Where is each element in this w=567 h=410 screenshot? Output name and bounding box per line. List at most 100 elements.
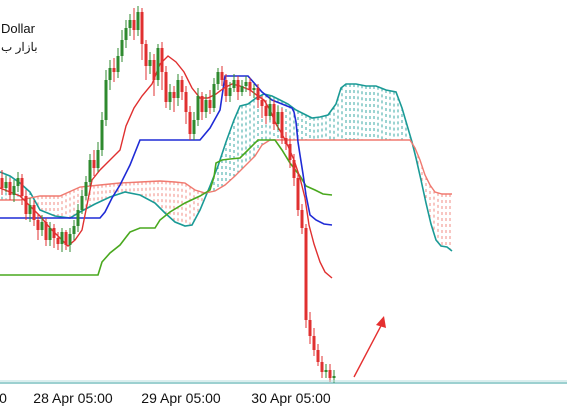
- candle-body: [232, 80, 236, 88]
- candle-body: [24, 196, 28, 214]
- candle-body: [320, 362, 324, 372]
- candle-body: [80, 196, 84, 210]
- arrow-head: [376, 316, 386, 328]
- candle-body: [220, 72, 224, 80]
- candle-body: [140, 12, 144, 44]
- candle-body: [248, 82, 252, 90]
- candle-body: [224, 80, 228, 96]
- candle-body: [184, 92, 188, 112]
- candle-body: [0, 178, 4, 188]
- kijun-sen-line: [0, 75, 333, 226]
- candle-body: [144, 44, 148, 66]
- candle-body: [228, 88, 232, 96]
- candle-body: [304, 228, 308, 320]
- candle-body: [132, 20, 136, 30]
- arrow-shaft: [353, 321, 384, 378]
- candle-body: [328, 370, 332, 378]
- candle-body: [276, 112, 280, 124]
- candle-body: [324, 370, 328, 372]
- candle-body: [56, 238, 60, 244]
- candle-body: [88, 160, 92, 182]
- candle-body: [16, 178, 20, 186]
- candle-body: [68, 234, 72, 245]
- candle-body: [32, 205, 36, 220]
- candle-body: [176, 80, 180, 98]
- candle-body: [180, 80, 184, 92]
- candle-body: [76, 210, 80, 226]
- annotations: [0, 316, 567, 384]
- candle-body: [44, 222, 48, 240]
- candle-body: [72, 226, 76, 234]
- candle-body: [212, 84, 216, 108]
- candle-body: [192, 120, 196, 134]
- candle-body: [216, 72, 220, 84]
- x-tick-label: 29 Apr 05:00: [141, 390, 221, 406]
- candle-body: [96, 150, 100, 168]
- candle-body: [8, 182, 12, 195]
- candle-body: [172, 92, 176, 98]
- candle-body: [272, 104, 276, 124]
- candle-body: [332, 376, 336, 378]
- candle-body: [148, 60, 152, 66]
- x-tick-label: 28 Apr 05:00: [33, 390, 113, 406]
- candle-body: [252, 88, 256, 90]
- candle-body: [196, 96, 200, 120]
- candle-body: [136, 12, 140, 30]
- candle-body: [156, 48, 160, 80]
- candle-body: [64, 232, 68, 245]
- candle-body: [292, 160, 296, 178]
- candle-body: [128, 20, 132, 28]
- chart-title: Dollar: [1, 21, 35, 36]
- candle-body: [164, 72, 168, 102]
- candle-body: [60, 232, 64, 244]
- candle-body: [40, 222, 44, 230]
- candle-body: [28, 205, 32, 214]
- candle-body: [312, 336, 316, 350]
- candle-body: [188, 112, 192, 134]
- candle-body: [160, 48, 164, 72]
- candle-body: [284, 138, 288, 144]
- candle-body: [20, 178, 24, 196]
- candle-body: [244, 82, 248, 86]
- candle-body: [104, 80, 108, 120]
- candle-body: [124, 28, 128, 40]
- senkou-span-a-line: [0, 83, 453, 252]
- candle-body: [204, 100, 208, 112]
- candle-body: [12, 186, 16, 195]
- candle-body: [52, 228, 56, 238]
- candle-body: [108, 68, 112, 80]
- candles: [0, 6, 336, 383]
- candle-body: [152, 60, 156, 80]
- senkou-span-b-line: [0, 139, 452, 201]
- candle-body: [36, 220, 40, 230]
- candle-body: [92, 160, 96, 168]
- candle-body: [300, 210, 304, 228]
- candle-body: [168, 92, 172, 102]
- candle-body: [288, 144, 292, 160]
- candle-body: [48, 228, 52, 240]
- candle-body: [316, 350, 320, 362]
- candle-body: [280, 112, 284, 138]
- x-tick-label: 30 Apr 05:00: [251, 390, 331, 406]
- candle-body: [120, 40, 124, 56]
- chart-subtitle: بازار ب: [1, 40, 38, 54]
- candle-body: [208, 100, 212, 108]
- kumo-cloud: [1, 84, 451, 250]
- candle-body: [308, 320, 312, 336]
- candle-body: [264, 106, 268, 116]
- candle-body: [260, 100, 264, 106]
- candle-body: [116, 56, 120, 72]
- candle-body: [84, 182, 88, 196]
- candle-body: [240, 86, 244, 92]
- candle-body: [200, 96, 204, 112]
- candle-body: [4, 182, 8, 188]
- candle-body: [296, 178, 300, 210]
- candle-body: [112, 68, 116, 72]
- candle-body: [100, 120, 104, 150]
- candle-body: [236, 80, 240, 92]
- x-tick-label: 0: [0, 390, 7, 406]
- candle-body: [268, 104, 272, 116]
- candle-body: [256, 88, 260, 100]
